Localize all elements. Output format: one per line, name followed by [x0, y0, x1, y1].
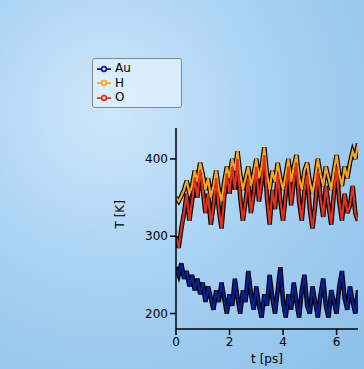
svg-text:400: 400	[145, 152, 168, 166]
svg-text:300: 300	[145, 229, 168, 243]
svg-text:4: 4	[279, 335, 287, 349]
svg-text:6: 6	[333, 335, 341, 349]
html-text:H: H	[115, 75, 124, 90]
html-text:O: O	[115, 90, 125, 104]
svg-text:t [ps]: t [ps]	[251, 352, 283, 366]
svg-text:2: 2	[226, 335, 234, 349]
html-text:Au: Au	[115, 61, 131, 75]
svg-text:200: 200	[145, 307, 168, 321]
svg-text:T [K]: T [K]	[113, 200, 127, 229]
svg-text:0: 0	[172, 335, 180, 349]
